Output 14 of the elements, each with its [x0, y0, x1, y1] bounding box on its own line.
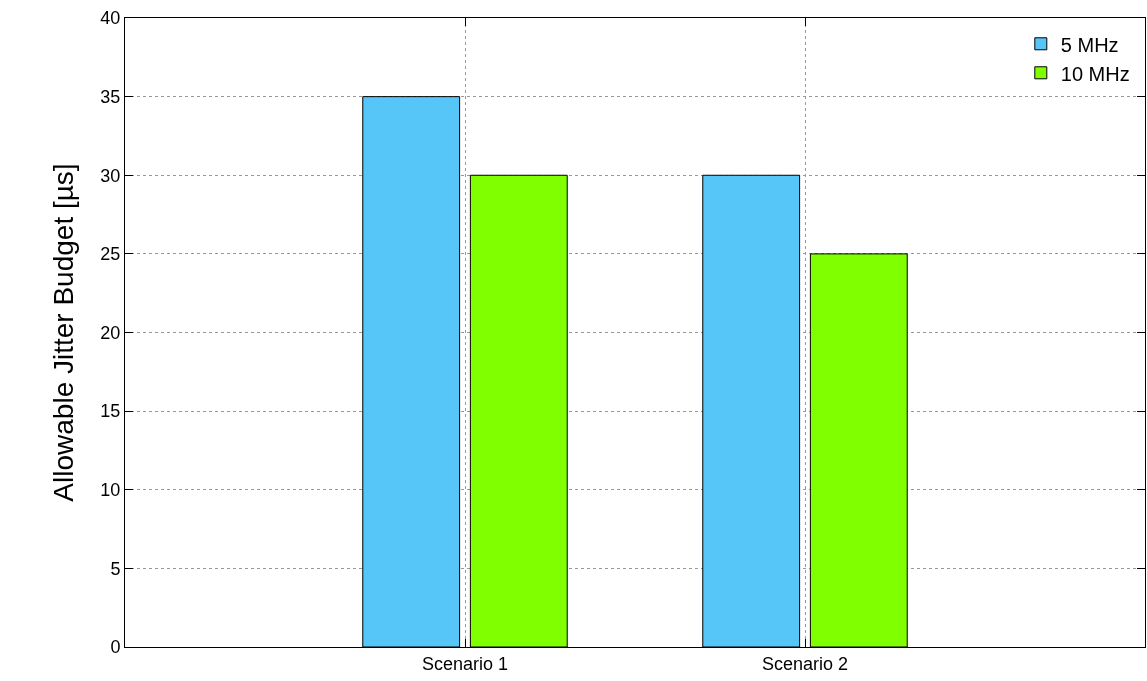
y-tick-label: 40	[100, 8, 121, 29]
x-tick-label: Scenario 1	[421, 653, 509, 674]
y-tick-label: 10	[100, 480, 121, 501]
y-tick-label: 5	[110, 558, 121, 579]
y-axis-title: Allowable Jitter Budget [µs]	[48, 163, 80, 502]
y-tick-label: 0	[110, 637, 121, 658]
legend-label: 5 MHz	[1060, 33, 1119, 56]
y-tick-label: 25	[100, 244, 121, 265]
y-tick-label: 15	[100, 401, 121, 422]
x-tick-label: Scenario 2	[761, 653, 849, 674]
y-tick-label: 20	[100, 322, 121, 343]
y-tick-label: 35	[100, 86, 121, 107]
y-tick-label: 30	[100, 165, 121, 186]
legend-label: 10 MHz	[1060, 62, 1130, 85]
